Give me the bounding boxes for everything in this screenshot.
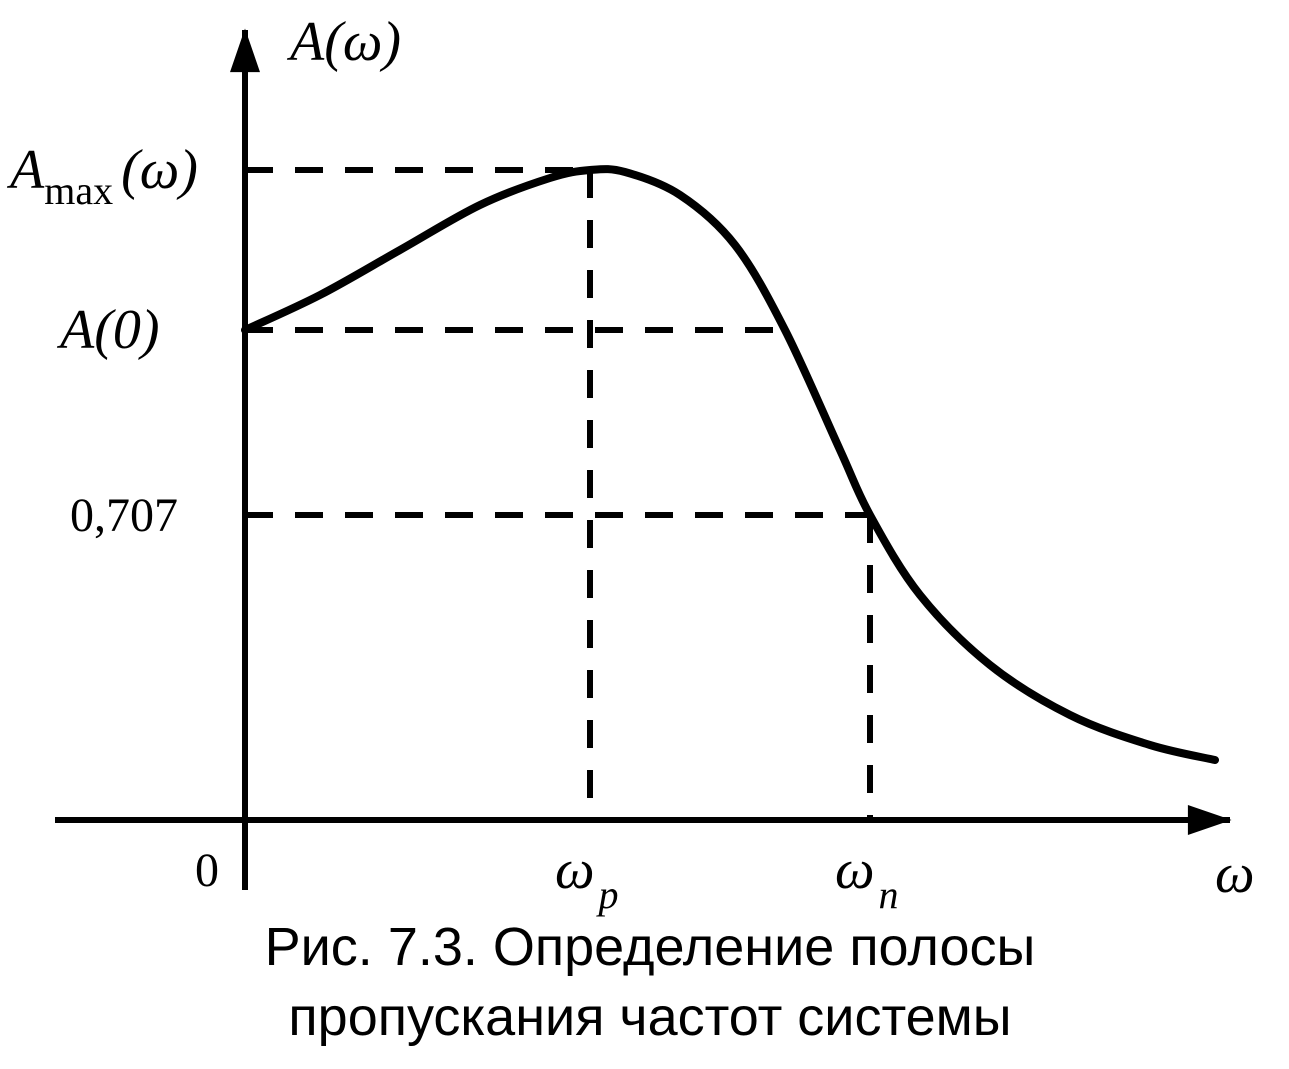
label-wn: ωn	[835, 839, 899, 917]
chart-container: A(ω) ω Amax(ω) A(0) 0,707 0 ωp ωnРис. 7.3. Опре…	[0, 0, 1289, 1069]
label-origin: 0	[195, 844, 219, 897]
x-arrow-icon	[1188, 806, 1230, 835]
y-axis-title: A(ω)	[286, 11, 401, 73]
x-axis-title: ω	[1215, 843, 1255, 905]
label-wp: ωp	[555, 839, 619, 917]
label-a0: A(0)	[56, 299, 160, 361]
response-curve	[245, 169, 1215, 760]
label-amax: Amax(ω)	[6, 139, 198, 213]
caption-line-1: Рис. 7.3. Определение полосы	[265, 917, 1036, 977]
y-arrow-icon	[231, 30, 260, 72]
chart-svg: A(ω) ω Amax(ω) A(0) 0,707 0 ωp ωnРис. 7.3. Опре…	[0, 0, 1289, 1069]
label-707: 0,707	[70, 489, 178, 542]
caption-line-2: пропускания частот системы	[288, 987, 1011, 1047]
